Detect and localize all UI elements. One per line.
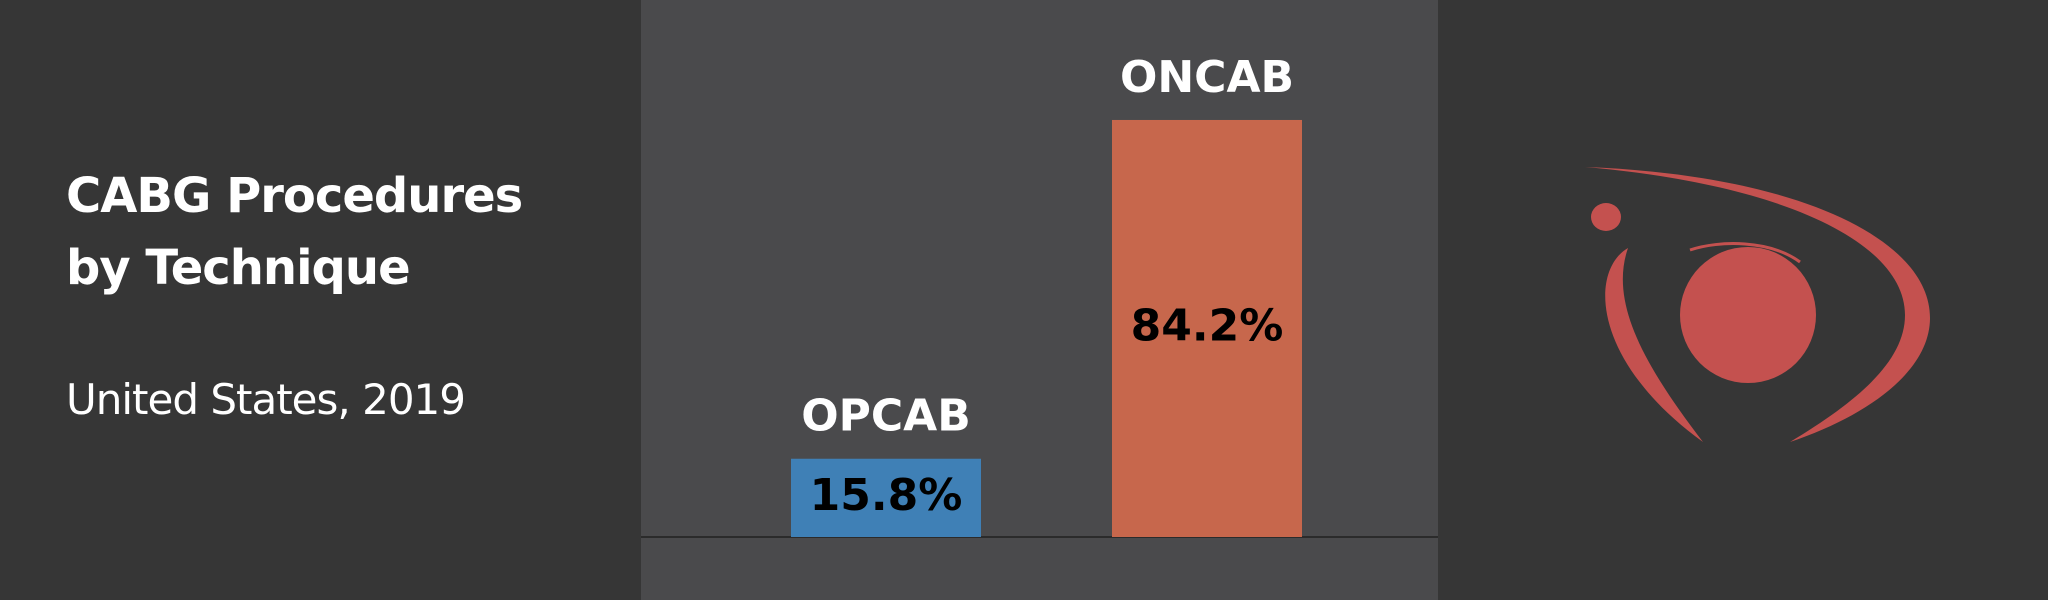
value-label: 15.8% [810, 470, 963, 521]
value-label: 84.2% [1131, 300, 1284, 351]
chart-title: CABG Procedures by Technique [66, 168, 523, 296]
logo [1585, 167, 1930, 442]
category-label: OPCAB [801, 391, 971, 442]
chart-subtitle: United States, 2019 [66, 375, 466, 424]
bar [1112, 119, 1302, 538]
logo-globe [1680, 247, 1816, 383]
bar [791, 458, 981, 537]
category-label: ONCAB [1120, 52, 1294, 103]
chart-panel [641, 0, 1438, 600]
logo-orbit [1689, 242, 1801, 264]
logo-dot [1591, 203, 1621, 231]
logo-arc [1605, 248, 1703, 442]
